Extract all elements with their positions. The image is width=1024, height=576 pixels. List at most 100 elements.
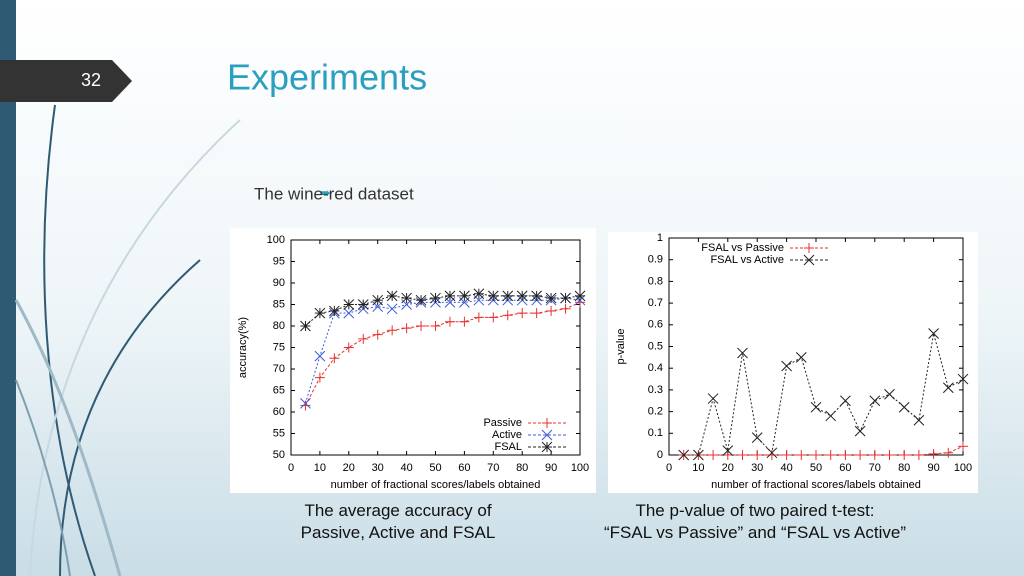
marker: [766, 450, 777, 460]
marker-stroke: [913, 414, 925, 426]
marker: [707, 393, 719, 404]
marker-stroke: [678, 449, 690, 461]
marker-stroke: [781, 360, 792, 372]
marker: [943, 447, 954, 458]
marker: [459, 316, 470, 327]
marker: [444, 290, 456, 302]
plot-frame: [668, 237, 964, 456]
marker: [811, 450, 821, 460]
y-tick-label: 95: [273, 255, 285, 267]
caption-line: The average accuracy of: [304, 501, 492, 520]
x-tick-label: 0: [288, 462, 294, 474]
x-axis-label: number of fractional scores/labels obtai…: [711, 479, 921, 491]
caption-line: The p-value of two paired t-test:: [635, 501, 875, 520]
marker-stroke: [957, 373, 969, 385]
marker: [473, 312, 484, 323]
marker: [314, 372, 325, 383]
x-tick-label: 60: [458, 462, 470, 474]
marker-stroke: [840, 395, 851, 407]
x-tick-label: 50: [810, 462, 822, 474]
marker: [766, 447, 778, 459]
marker-stroke: [314, 350, 326, 362]
x-tick-label: 70: [869, 462, 881, 474]
x-tick-label: 100: [571, 462, 589, 474]
y-tick-label: 100: [267, 234, 285, 246]
marker: [898, 401, 910, 413]
caption: The p-value of two paired t-test: “FSAL …: [560, 500, 950, 544]
x-tick-label: 50: [429, 462, 441, 474]
x-tick-label: 10: [314, 462, 326, 474]
marker-stroke: [541, 441, 553, 453]
marker-stroke: [869, 395, 881, 407]
bullet: The wine-red dataset: [254, 184, 414, 203]
x-tick-label: 40: [400, 462, 412, 474]
marker: [343, 342, 354, 353]
x-tick-label: 70: [487, 462, 499, 474]
y-tick-label: 0.8: [648, 275, 663, 287]
marker-stroke: [810, 401, 822, 413]
y-tick-label: 0: [657, 449, 663, 461]
series-line: [683, 445, 964, 456]
legend-label: FSAL: [494, 441, 522, 453]
marker-stroke: [898, 401, 910, 413]
y-tick-label: 0.3: [648, 384, 663, 396]
marker-stroke: [300, 398, 311, 409]
marker: [488, 312, 499, 323]
marker: [796, 450, 807, 460]
marker-stroke: [751, 432, 763, 443]
marker-stroke: [487, 290, 499, 302]
marker: [516, 290, 528, 302]
marker: [722, 445, 734, 457]
marker-stroke: [545, 292, 557, 304]
caption-line: Passive, Active and FSAL: [300, 523, 496, 542]
y-tick-label: 1: [657, 232, 663, 244]
marker: [502, 290, 514, 302]
marker: [855, 450, 866, 460]
marker: [693, 449, 704, 461]
series-line: [304, 301, 581, 406]
y-tick-label: 60: [273, 406, 285, 418]
legend-label: FSAL vs Active: [710, 254, 784, 266]
marker: [328, 305, 340, 317]
marker: [722, 450, 733, 460]
marker: [531, 290, 543, 302]
marker: [899, 450, 910, 460]
caption-line: “FSAL vs Passive” and “FSAL vs Active”: [604, 523, 906, 542]
y-axis-label: p-value: [615, 328, 627, 364]
series-line: [304, 297, 581, 404]
marker-stroke: [942, 382, 954, 394]
marker: [372, 294, 384, 306]
marker: [416, 321, 427, 331]
marker-stroke: [516, 290, 528, 302]
marker: [546, 305, 557, 316]
marker-stroke: [884, 388, 895, 400]
marker: [545, 292, 557, 304]
marker-stroke: [300, 320, 311, 332]
plot-frame: [290, 239, 581, 456]
marker: [957, 373, 969, 385]
marker-stroke: [693, 449, 704, 461]
marker: [884, 388, 895, 400]
marker: [415, 294, 427, 306]
marker: [840, 395, 851, 407]
legend-label: FSAL vs Passive: [701, 242, 784, 254]
series-line: [683, 333, 964, 456]
marker-stroke: [560, 292, 571, 304]
y-tick-label: 0.4: [648, 362, 663, 374]
marker: [678, 449, 690, 461]
marker-stroke: [928, 328, 939, 339]
marker: [541, 429, 553, 441]
y-tick-label: 0.9: [648, 254, 663, 266]
marker: [541, 441, 553, 453]
legend-label: Active: [492, 429, 522, 441]
marker: [781, 450, 792, 460]
marker-stroke: [574, 290, 586, 302]
marker: [560, 292, 571, 304]
y-tick-label: 0.6: [648, 319, 663, 331]
x-tick-label: 20: [722, 462, 734, 474]
marker-stroke: [401, 292, 412, 304]
x-tick-label: 90: [545, 462, 557, 474]
marker: [517, 308, 528, 319]
x-tick-label: 20: [343, 462, 355, 474]
